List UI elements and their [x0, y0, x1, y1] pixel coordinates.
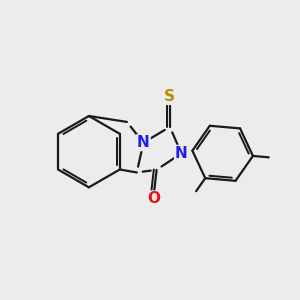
- Text: S: S: [164, 89, 175, 104]
- Text: O: O: [147, 191, 160, 206]
- Text: N: N: [137, 135, 150, 150]
- Text: N: N: [175, 146, 188, 161]
